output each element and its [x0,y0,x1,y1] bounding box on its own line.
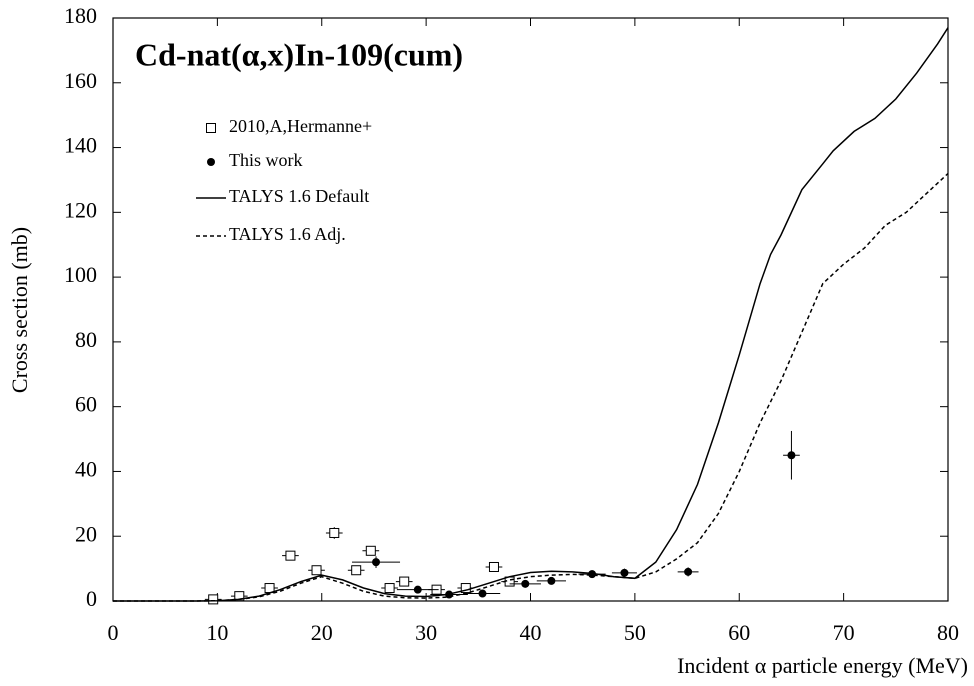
x-tick-label: 20 [311,620,333,645]
data-point [478,589,487,598]
legend-label: 2010,A,Hermanne+ [229,116,372,136]
chart-title: Cd-nat(α,x)In-109(cum) [135,36,463,72]
data-point [488,561,499,572]
data-point [311,565,322,576]
plot-frame [112,17,949,602]
data-point [372,558,381,567]
x-tick-label: 50 [624,620,646,645]
y-tick-label: 20 [75,521,97,546]
y-tick-label: 140 [64,133,97,158]
data-point [521,579,530,588]
legend-label: This work [229,150,303,170]
y-tick-label: 160 [64,68,97,93]
x-tick-label: 0 [108,620,119,645]
x-tick-label: 40 [520,620,542,645]
legend-label: TALYS 1.6 Default [229,186,369,206]
legend-swatch [206,123,216,133]
x-tick-label: 80 [937,620,959,645]
y-axis-label: Cross section (mb) [7,227,32,393]
data-point [620,568,629,577]
x-tick-label: 70 [833,620,855,645]
data-point [684,567,693,576]
x-axis-label: Incident α particle energy (MeV) [677,653,968,678]
y-tick-label: 40 [75,456,97,481]
x-tick-label: 60 [728,620,750,645]
data-point [329,527,340,538]
legend-label: TALYS 1.6 Adj. [229,224,346,244]
data-point [460,583,471,594]
legend-swatch [207,158,215,166]
data-point [285,550,296,561]
y-tick-label: 120 [64,197,97,222]
x-tick-label: 10 [206,620,228,645]
data-point [384,583,395,594]
x-tick-label: 30 [415,620,437,645]
y-tick-label: 180 [64,3,97,28]
data-point [399,576,410,587]
y-tick-label: 100 [64,262,97,287]
y-tick-label: 0 [86,586,97,611]
data-point [234,591,245,602]
y-tick-label: 60 [75,392,97,417]
curve [113,27,949,602]
data-point [787,451,796,460]
data-point [547,576,556,585]
data-point [351,565,362,576]
data-point [413,585,422,594]
data-point [208,594,219,605]
curve [113,172,949,602]
data-point [365,545,376,556]
y-tick-label: 80 [75,327,97,352]
